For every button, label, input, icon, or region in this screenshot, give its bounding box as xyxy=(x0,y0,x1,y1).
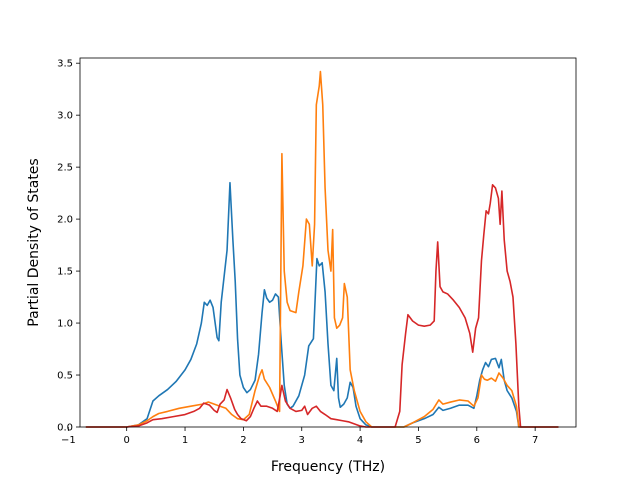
x-axis: −1 0 1 2 3 4 5 6 7 xyxy=(61,427,538,446)
x-tick-label: 6 xyxy=(474,435,480,446)
y-tick-label: 1.0 xyxy=(57,319,73,330)
series-line-3 xyxy=(85,184,559,428)
y-axis: 0.0 0.5 1.0 1.5 2.0 2.5 3.0 3.5 xyxy=(57,59,80,434)
y-tick-label: 3.5 xyxy=(57,59,73,70)
x-axis-label: Frequency (THz) xyxy=(271,459,385,475)
x-tick-label: 2 xyxy=(240,435,246,446)
series-line-2 xyxy=(85,70,559,428)
y-tick-label: 0.5 xyxy=(57,371,73,382)
plot-frame xyxy=(79,57,577,428)
y-axis-label: Partial Density of States xyxy=(26,158,42,326)
y-tick-label: 1.5 xyxy=(57,267,73,278)
y-tick-label: 0.0 xyxy=(57,423,73,434)
x-tick-label: 0 xyxy=(123,435,129,446)
series-lines xyxy=(85,70,559,428)
x-tick-label: 4 xyxy=(357,435,363,446)
x-tick-label: 3 xyxy=(299,435,305,446)
x-tick-label: 7 xyxy=(532,435,538,446)
x-tick-label: 5 xyxy=(415,435,421,446)
y-tick-label: 3.0 xyxy=(57,111,73,122)
y-tick-label: 2.5 xyxy=(57,163,73,174)
x-tick-label: −1 xyxy=(61,435,76,446)
y-tick-label: 2.0 xyxy=(57,215,73,226)
series-line-1 xyxy=(85,181,559,428)
x-tick-label: 1 xyxy=(182,435,188,446)
